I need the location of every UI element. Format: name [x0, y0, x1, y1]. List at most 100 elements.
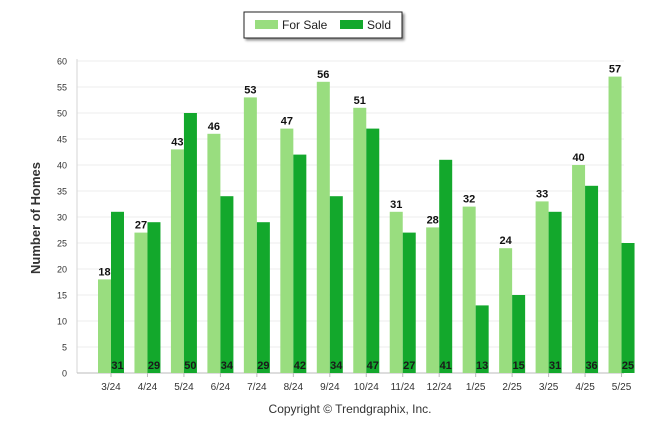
y-tick-labels: 0 5 10 15 20 25 30 35 40 45 50 55 60: [57, 57, 67, 379]
legend-label-sold: Sold: [367, 18, 391, 32]
bar-for-sale: [389, 211, 403, 373]
bar-sold: [512, 295, 526, 373]
data-label-for-sale: 31: [390, 199, 402, 211]
y-tick-label: 10: [57, 317, 67, 327]
data-labels: 18 31 27 29 43 50 46 34 53 29 47 42 56 34 51 47 31 27 28 41…: [98, 64, 634, 372]
data-label-sold: 41: [440, 360, 452, 372]
data-label-for-sale: 27: [135, 220, 147, 232]
bar-for-sale: [170, 149, 184, 373]
bar-for-sale: [572, 165, 586, 373]
data-label-sold: 29: [148, 360, 160, 372]
data-label-for-sale: 32: [463, 194, 475, 206]
y-axis-title: Number of Homes: [28, 162, 43, 274]
axes: [76, 59, 624, 374]
bar-sold: [621, 243, 635, 373]
data-label-for-sale: 51: [354, 95, 366, 107]
data-label-sold: 25: [622, 360, 634, 372]
data-label-for-sale: 43: [171, 136, 183, 148]
data-label-for-sale: 47: [281, 116, 293, 128]
x-tick-label: 9/24: [320, 382, 340, 393]
data-label-sold: 36: [585, 360, 597, 372]
bar-for-sale: [608, 76, 622, 373]
copyright-text: Copyright © Trendgraphix, Inc.: [269, 402, 432, 416]
bar-sold: [256, 222, 270, 373]
x-tick-label: 3/24: [101, 382, 121, 393]
data-label-for-sale: 53: [244, 84, 256, 96]
data-label-sold: 42: [294, 360, 306, 372]
data-label-for-sale: 28: [427, 214, 439, 226]
bar-sold: [402, 232, 416, 373]
bar-sold: [475, 305, 489, 373]
legend-swatch-for-sale: [255, 20, 278, 29]
bars: [98, 76, 635, 374]
y-tick-label: 25: [57, 239, 67, 249]
bar-sold: [293, 154, 307, 373]
bar-sold: [183, 113, 197, 373]
y-tick-label: 40: [57, 161, 67, 171]
data-label-sold: 50: [184, 360, 196, 372]
bar-for-sale: [207, 133, 221, 373]
y-tick-label: 5: [62, 343, 67, 353]
x-tick-label: 6/24: [211, 382, 231, 393]
bar-for-sale: [280, 128, 294, 373]
y-tick-label: 35: [57, 187, 67, 197]
x-tick-label: 2/25: [502, 382, 522, 393]
y-tick-label: 15: [57, 291, 67, 301]
x-tick-label: 5/24: [174, 382, 194, 393]
legend-label-for-sale: For Sale: [282, 18, 328, 32]
data-label-sold: 15: [513, 360, 525, 372]
x-tick-label: 1/25: [466, 382, 486, 393]
bar-sold: [366, 128, 380, 373]
bar-sold: [220, 196, 234, 373]
data-label-for-sale: 56: [317, 69, 329, 81]
x-tick-label: 10/24: [354, 382, 379, 393]
data-label-for-sale: 18: [98, 266, 110, 278]
data-label-for-sale: 57: [609, 64, 621, 76]
bar-for-sale: [426, 227, 440, 373]
data-label-sold: 13: [476, 360, 488, 372]
bar-for-sale: [134, 232, 148, 373]
y-tick-label: 55: [57, 83, 67, 93]
bar-for-sale: [462, 206, 476, 373]
data-label-sold: 34: [330, 360, 343, 372]
bar-for-sale: [353, 107, 367, 374]
data-label-for-sale: 46: [208, 121, 220, 133]
bar-sold: [548, 211, 562, 373]
bar-for-sale: [243, 97, 257, 374]
chart-legend: For Sale Sold: [243, 11, 403, 39]
x-tick-label: 3/25: [539, 382, 559, 393]
bar-sold: [147, 222, 161, 373]
bar-sold: [585, 185, 599, 373]
x-tick-label: 8/24: [284, 382, 304, 393]
data-label-sold: 47: [367, 360, 379, 372]
data-label-for-sale: 33: [536, 188, 548, 200]
x-tick-labels: 3/24 4/24 5/24 6/24 7/24 8/24 9/24 10/24 11/24 12…: [101, 373, 632, 393]
y-tick-label: 30: [57, 213, 67, 223]
x-tick-label: 12/24: [427, 382, 452, 393]
y-tick-label: 60: [57, 57, 67, 67]
bar-sold: [329, 196, 343, 373]
y-tick-label: 20: [57, 265, 67, 275]
data-label-for-sale: 40: [572, 152, 584, 164]
y-tick-label: 45: [57, 135, 67, 145]
x-tick-label: 4/25: [575, 382, 595, 393]
data-label-sold: 31: [549, 360, 561, 372]
data-label-sold: 27: [403, 360, 415, 372]
x-tick-label: 4/24: [138, 382, 158, 393]
bar-for-sale: [98, 279, 111, 373]
data-label-sold: 29: [257, 360, 269, 372]
bar-for-sale: [535, 201, 549, 373]
bar-sold: [111, 211, 124, 373]
y-tick-label: 50: [57, 109, 67, 119]
data-label-for-sale: 24: [500, 235, 513, 247]
x-tick-label: 5/25: [612, 382, 632, 393]
data-label-sold: 34: [221, 360, 234, 372]
data-label-sold: 31: [111, 360, 123, 372]
bar-for-sale: [499, 248, 513, 373]
bar-sold: [439, 159, 453, 373]
x-tick-label: 11/24: [391, 382, 416, 393]
bar-for-sale: [316, 81, 330, 374]
y-tick-label: 0: [62, 369, 67, 379]
